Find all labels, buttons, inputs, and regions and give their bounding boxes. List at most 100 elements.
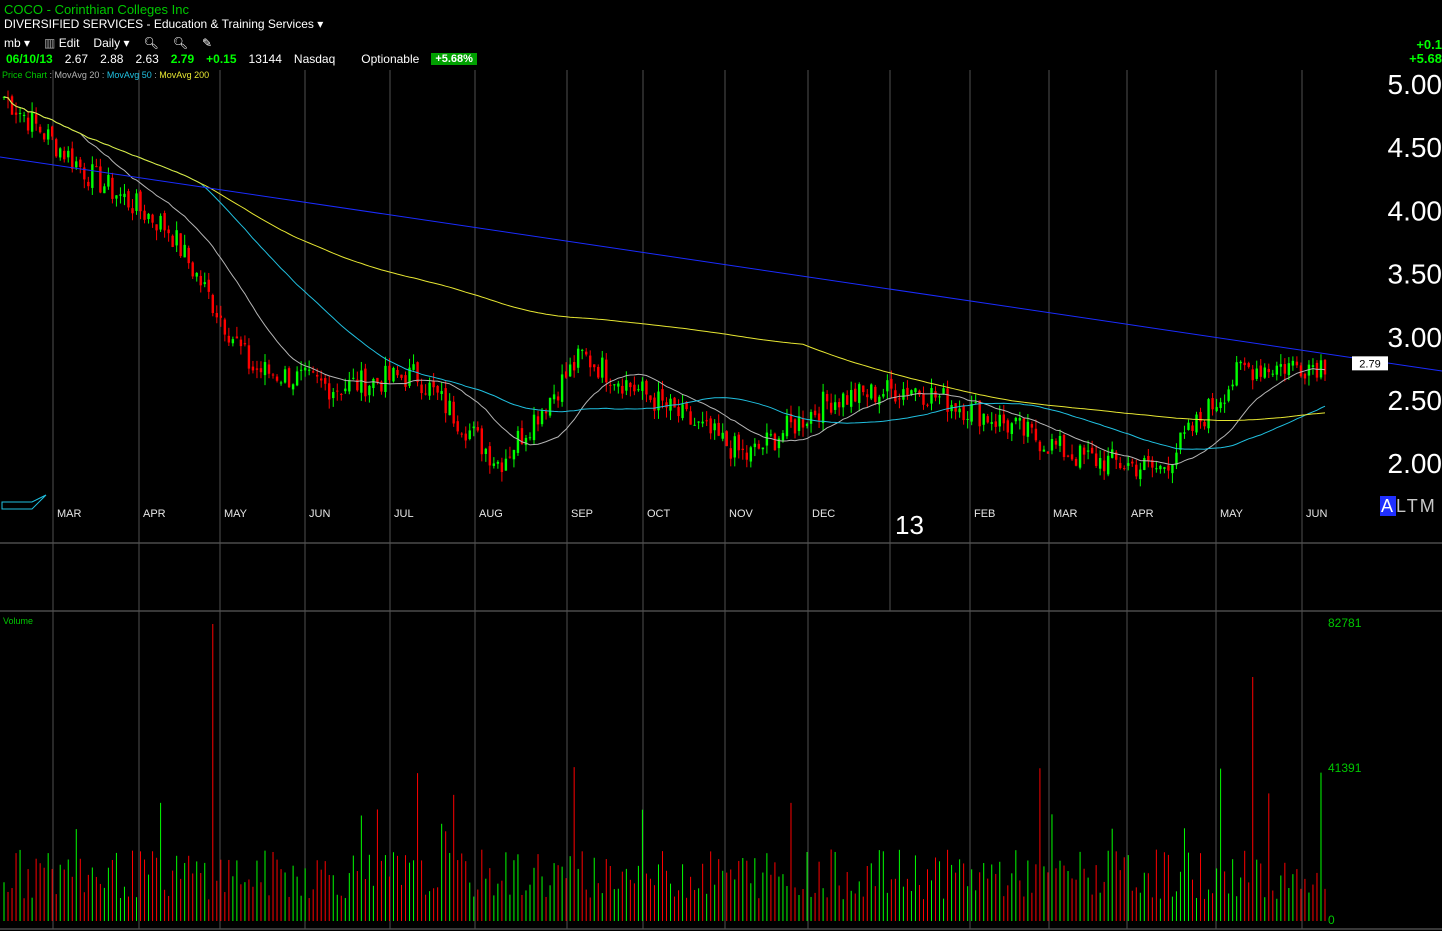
month-tick-label: MAR <box>1053 508 1078 520</box>
list-label: mb <box>4 36 21 50</box>
price-candle <box>143 210 146 220</box>
price-candle <box>589 355 592 368</box>
price-candle <box>492 463 496 466</box>
period-button-m[interactable]: M <box>1419 496 1437 516</box>
period-dropdown[interactable]: Daily ▾ <box>93 36 129 50</box>
month-tick-label: JUL <box>394 508 414 520</box>
price-candle <box>1022 418 1026 436</box>
price-tick-label: 3.00 <box>1388 322 1442 353</box>
list-dropdown[interactable]: mb ▾ <box>4 36 30 50</box>
price-candle <box>135 193 138 211</box>
price-candle <box>87 181 90 187</box>
price-candle <box>480 428 484 455</box>
zoom-in-icon[interactable]: 🔍︎ <box>143 36 159 50</box>
price-candle <box>452 401 455 424</box>
price-candle <box>729 448 732 459</box>
price-candle <box>464 433 467 441</box>
last-price-label: 2.79 <box>1359 358 1380 370</box>
price-candle <box>677 407 680 417</box>
quote-low: 2.63 <box>135 52 159 66</box>
price-candle <box>183 244 186 258</box>
price-candle <box>609 384 612 386</box>
price-candle <box>946 388 949 412</box>
period-button-l[interactable]: L <box>1396 496 1407 516</box>
quote-open: 2.67 <box>64 52 89 66</box>
price-candle <box>360 370 363 393</box>
price-candle <box>1271 373 1275 375</box>
price-candle <box>1002 414 1005 424</box>
price-candle <box>548 397 552 416</box>
price-candle <box>179 233 182 257</box>
legend-price-chart: Price Chart <box>2 70 48 80</box>
price-candle <box>737 434 740 451</box>
price-candle <box>1102 460 1106 472</box>
price-candle <box>926 404 929 406</box>
price-candle <box>966 418 969 420</box>
price-candle <box>267 364 271 374</box>
price-candle <box>1179 432 1182 450</box>
period-button-t[interactable]: T <box>1406 496 1420 516</box>
price-candle <box>1090 447 1094 454</box>
scroll-handle <box>1 494 47 510</box>
sector-dropdown[interactable]: DIVERSIFIED SERVICES - Education & Train… <box>4 17 323 31</box>
edit-button[interactable]: ▥ Edit <box>44 36 79 50</box>
price-tick-label: 4.00 <box>1388 195 1442 226</box>
price-candle <box>1026 421 1030 437</box>
price-candle <box>1163 467 1166 469</box>
price-candle <box>107 174 110 187</box>
price-candle <box>18 112 22 114</box>
price-candle <box>468 430 471 439</box>
volume-tick-label: 41391 <box>1328 761 1362 775</box>
price-candle <box>821 391 825 424</box>
price-candle <box>476 427 479 431</box>
price-candle <box>1295 361 1299 366</box>
company-name: Corinthian Colleges Inc <box>54 2 189 17</box>
symbol-title: COCO - Corinthian Colleges Inc <box>4 2 189 17</box>
price-candle <box>103 186 106 194</box>
price-candle <box>512 449 516 460</box>
bar-chart-icon: ▥ <box>44 36 56 50</box>
price-candle <box>211 294 214 314</box>
price-candle <box>564 371 568 378</box>
price-candle <box>99 166 102 193</box>
price-candle <box>1203 421 1206 427</box>
trendline <box>0 156 1442 372</box>
price-candle <box>1010 423 1014 434</box>
price-candle <box>613 384 616 386</box>
price-candle <box>38 126 42 133</box>
price-candle <box>902 389 905 400</box>
price-candle <box>380 381 383 392</box>
price-candle <box>428 382 431 396</box>
price-candle <box>717 422 720 436</box>
price-candle <box>508 456 512 458</box>
price-candle <box>1139 469 1142 480</box>
price-candle <box>59 148 62 158</box>
price-candle <box>637 389 640 391</box>
price-candle <box>372 378 375 389</box>
price-candle <box>115 195 118 199</box>
price-candle <box>1207 399 1210 429</box>
price-candle <box>858 384 861 403</box>
price-candle <box>1030 424 1034 428</box>
price-candle <box>171 235 174 247</box>
price-candle <box>195 272 198 277</box>
year-label: 13 <box>895 510 924 540</box>
price-candle <box>1159 465 1162 470</box>
draw-pen-icon[interactable]: ✎ <box>201 36 212 50</box>
price-candle <box>14 112 18 115</box>
price-candle <box>207 279 210 292</box>
price-candle <box>1283 364 1287 374</box>
price-candle <box>1215 407 1218 411</box>
price-candle <box>420 384 423 394</box>
zoom-out-icon[interactable]: 🔍︎ <box>172 36 188 50</box>
period-button-a[interactable]: A <box>1380 496 1397 516</box>
price-candle <box>1074 459 1078 466</box>
price-candle <box>279 382 283 384</box>
price-candle <box>685 401 688 410</box>
price-candle <box>1259 365 1262 377</box>
month-tick-label: JUN <box>309 508 330 520</box>
price-candle <box>625 380 628 391</box>
price-candle <box>1127 463 1130 466</box>
price-candle <box>910 390 913 395</box>
